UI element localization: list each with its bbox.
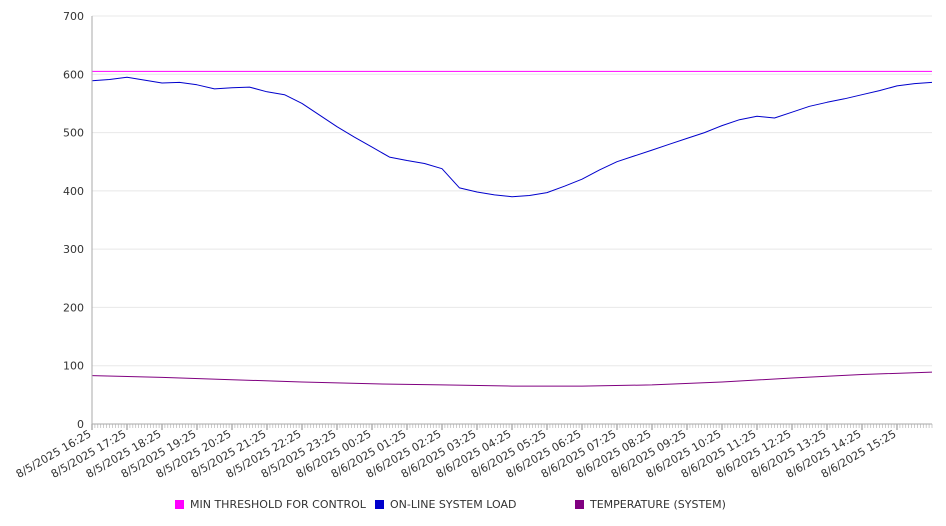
legend-swatch-system-load — [375, 500, 384, 509]
legend-item-min-threshold[interactable]: MIN THRESHOLD FOR CONTROL — [175, 498, 366, 511]
y-tick-label: 300 — [63, 243, 84, 256]
grid-lines — [92, 15, 932, 367]
y-tick-label: 700 — [63, 10, 84, 23]
x-axis-ticks: 8/5/2025 16:258/5/2025 17:258/5/2025 18:… — [14, 424, 933, 481]
legend-label-temperature: TEMPERATURE (SYSTEM) — [590, 498, 726, 511]
y-axis-ticks: 0 100 200 300 400 500 600 700 — [63, 10, 84, 431]
series-line-1 — [91, 76, 933, 198]
legend-label-min-threshold: MIN THRESHOLD FOR CONTROL — [190, 498, 366, 511]
legend-label-system-load: ON-LINE SYSTEM LOAD — [390, 498, 517, 511]
y-tick-label: 100 — [63, 360, 84, 373]
y-tick-label: 500 — [63, 127, 84, 140]
legend-swatch-min-threshold — [175, 500, 184, 509]
y-tick-label: 600 — [63, 68, 84, 81]
y-tick-label: 400 — [63, 185, 84, 198]
chart-legend: MIN THRESHOLD FOR CONTROL ON-LINE SYSTEM… — [0, 498, 946, 514]
series-lines — [91, 70, 933, 387]
y-tick-label: 200 — [63, 301, 84, 314]
y-tick-label: 0 — [77, 418, 84, 431]
legend-item-system-load[interactable]: ON-LINE SYSTEM LOAD — [375, 498, 516, 511]
legend-item-temperature[interactable]: TEMPERATURE (SYSTEM) — [575, 498, 726, 511]
legend-swatch-temperature — [575, 500, 584, 509]
series-line-2 — [91, 371, 933, 387]
